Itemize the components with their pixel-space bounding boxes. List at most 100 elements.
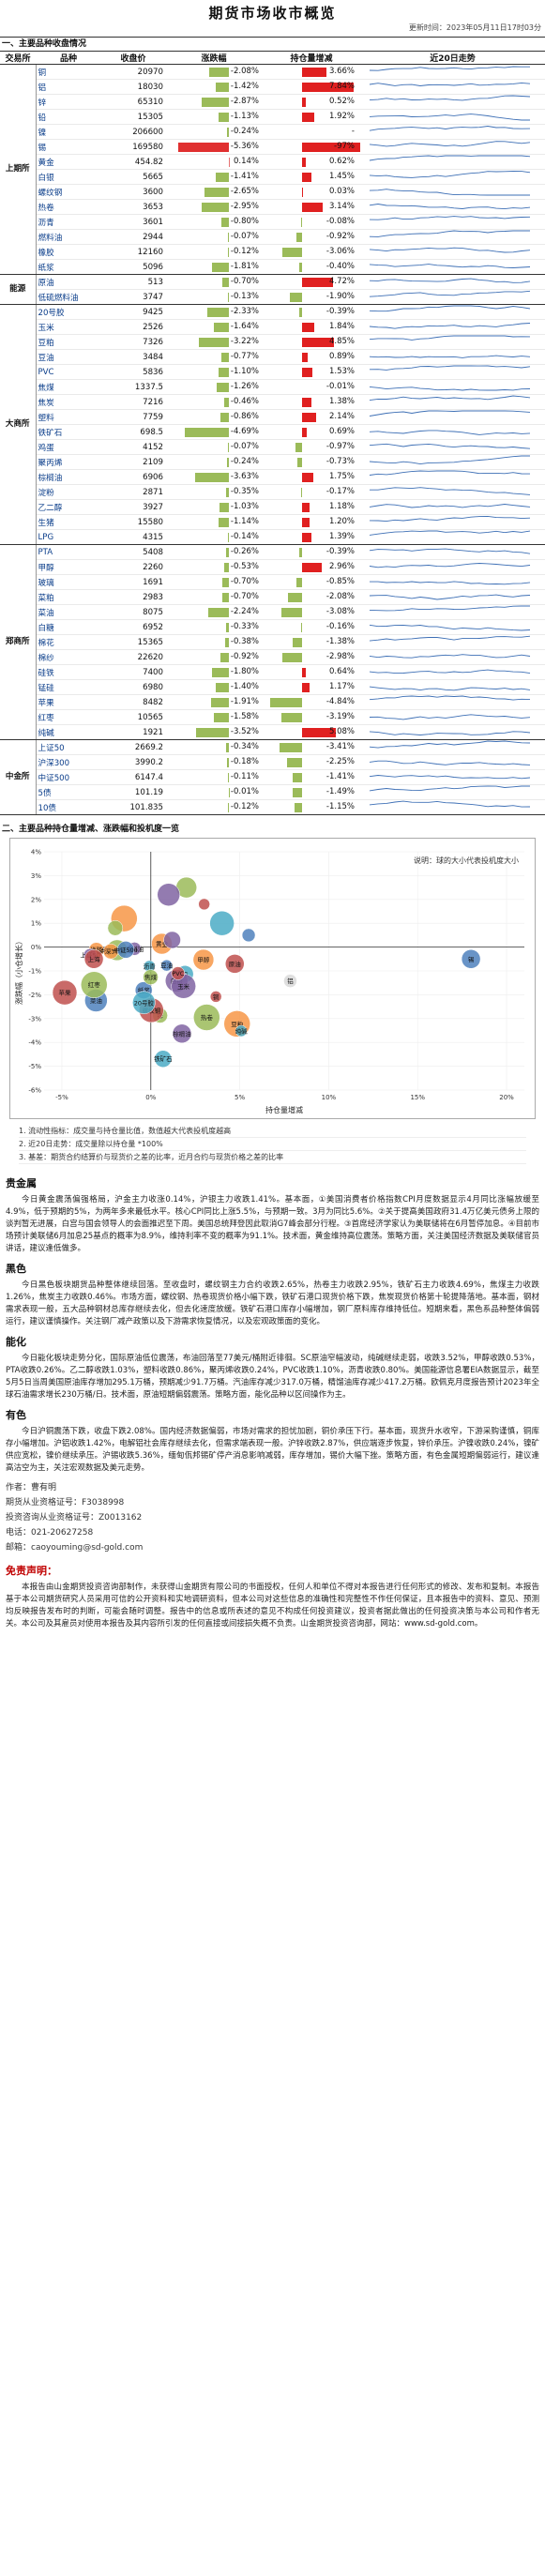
- change-bar: [210, 697, 229, 707]
- change-cell: -3.22%: [165, 334, 263, 350]
- change-cell: -1.41%: [165, 169, 263, 185]
- section-title-nonferrous: 有色: [6, 1409, 26, 1421]
- trend-sparkline: [369, 470, 531, 476]
- trend-cell: [360, 754, 545, 770]
- scatter-point: [132, 991, 156, 1015]
- table-row: 甲醇 2260 -0.53% 2.96%: [0, 559, 545, 575]
- trend-cell: [360, 169, 545, 185]
- trend-sparkline: [369, 530, 531, 536]
- trend-cell: [360, 409, 545, 425]
- change-bar: [212, 667, 229, 677]
- oi-bar: [295, 442, 302, 452]
- change-cell: -0.86%: [165, 409, 263, 425]
- oi-value: -1.90%: [325, 291, 355, 301]
- oi-value: -0.97%: [325, 441, 355, 451]
- change-cell: 0.14%: [165, 154, 263, 170]
- change-cell: -1.13%: [165, 109, 263, 125]
- change-cell: -1.64%: [165, 319, 263, 335]
- trend-cell: [360, 79, 545, 95]
- trend-cell: [360, 454, 545, 470]
- change-value: -0.53%: [230, 561, 259, 571]
- change-bar: [228, 442, 229, 452]
- trend-cell: [360, 604, 545, 620]
- trend-cell: [360, 589, 545, 605]
- change-cell: -0.70%: [165, 274, 263, 290]
- change-bar: [215, 82, 229, 92]
- oi-cell: 1.45%: [263, 169, 360, 185]
- table-row: 淀粉 2871 -0.35% -0.17%: [0, 484, 545, 500]
- trend-cell: [360, 484, 545, 500]
- change-value: -4.69%: [230, 426, 259, 436]
- change-bar: [194, 472, 229, 482]
- change-bar: [224, 397, 229, 407]
- change-bar: [220, 652, 229, 662]
- table-header-row: 交易所 品种 收盘价 涨跌幅 持仓量增减 近20日走势: [0, 51, 545, 65]
- note-1: 1. 流动性指标：成交量与持仓量比值，数值越大代表投机度越高: [19, 1125, 526, 1138]
- table-row: 锌 65310 -2.87% 0.52%: [0, 94, 545, 110]
- oi-cell: -0.39%: [263, 304, 360, 320]
- oi-bar: [302, 562, 322, 572]
- oi-bar: [270, 697, 302, 707]
- point-label: 中证500: [114, 946, 137, 954]
- change-cell: -1.42%: [165, 79, 263, 95]
- oi-bar: [302, 682, 310, 692]
- trend-cell: [360, 214, 545, 230]
- commodity-name: 黄金: [36, 154, 101, 170]
- trend-sparkline: [369, 355, 531, 358]
- close-price: 2109: [101, 454, 165, 470]
- commodity-name: 玉米: [36, 319, 101, 335]
- close-price: 513: [101, 274, 165, 290]
- trend-cell: [360, 529, 545, 545]
- change-value: -1.10%: [230, 366, 259, 376]
- table-row: 豆油 3484 -0.77% 0.89%: [0, 349, 545, 365]
- oi-cell: -2.25%: [263, 754, 360, 770]
- oi-bar: [296, 577, 302, 587]
- close-price: 5665: [101, 169, 165, 185]
- trend-sparkline: [369, 731, 531, 735]
- scatter-point: [241, 928, 256, 943]
- change-cell: -2.33%: [165, 304, 263, 320]
- author-email[interactable]: 邮箱：caoyouming@sd-gold.com: [6, 1543, 144, 1553]
- close-price: 2526: [101, 319, 165, 335]
- close-price: 7759: [101, 409, 165, 425]
- close-price: 101.835: [101, 799, 165, 815]
- commodity-name: 鸡蛋: [36, 439, 101, 455]
- table-row: 塑料 7759 -0.86% 2.14%: [0, 409, 545, 425]
- oi-bar: [302, 82, 354, 92]
- oi-cell: 1.84%: [263, 319, 360, 335]
- commodity-name: 焦炭: [36, 394, 101, 410]
- oi-value: -0.16%: [325, 621, 355, 631]
- trend-cell: [360, 199, 545, 215]
- table-row: 10债 101.835 -0.12% -1.15%: [0, 799, 545, 815]
- trend-sparkline: [369, 430, 531, 435]
- change-cell: -0.12%: [165, 799, 263, 815]
- commodity-name: 上证50: [36, 739, 101, 755]
- table-row: 上期所铜 20970 -2.08% 3.66%: [0, 64, 545, 275]
- table-row: 纸浆 5096 -1.81% -0.40%: [0, 259, 545, 275]
- trend-cell: [360, 364, 545, 380]
- scatter-point: [143, 969, 159, 985]
- y-tick-label: -5%: [28, 1063, 41, 1070]
- oi-cell: -0.39%: [263, 544, 360, 560]
- oi-cell: -3.08%: [263, 604, 360, 620]
- section-title-black: 黑色: [6, 1263, 26, 1275]
- change-value: -3.63%: [230, 471, 259, 481]
- close-price: 101.19: [101, 784, 165, 800]
- change-cell: -0.24%: [165, 124, 263, 140]
- x-tick-label: 0%: [145, 1094, 156, 1101]
- trend-sparkline: [369, 594, 531, 600]
- oi-bar: [299, 262, 302, 272]
- change-cell: -0.38%: [165, 634, 263, 650]
- commodity-name: 20号胶: [36, 304, 101, 320]
- trend-cell: [360, 679, 545, 695]
- section-title-precious: 贵金属: [6, 1177, 37, 1190]
- x-tick-label: 10%: [322, 1094, 337, 1101]
- commodity-name: LPG: [36, 529, 101, 545]
- commodity-name: 玻璃: [36, 574, 101, 590]
- commodity-name: 纯碱: [36, 724, 101, 740]
- close-price: 3601: [101, 214, 165, 230]
- point-label: 黄金: [156, 940, 169, 948]
- change-value: -3.52%: [230, 726, 259, 736]
- note-2: 2. 近20日走势：成交量除以持仓量 *100%: [19, 1138, 526, 1151]
- trend-sparkline: [369, 515, 531, 523]
